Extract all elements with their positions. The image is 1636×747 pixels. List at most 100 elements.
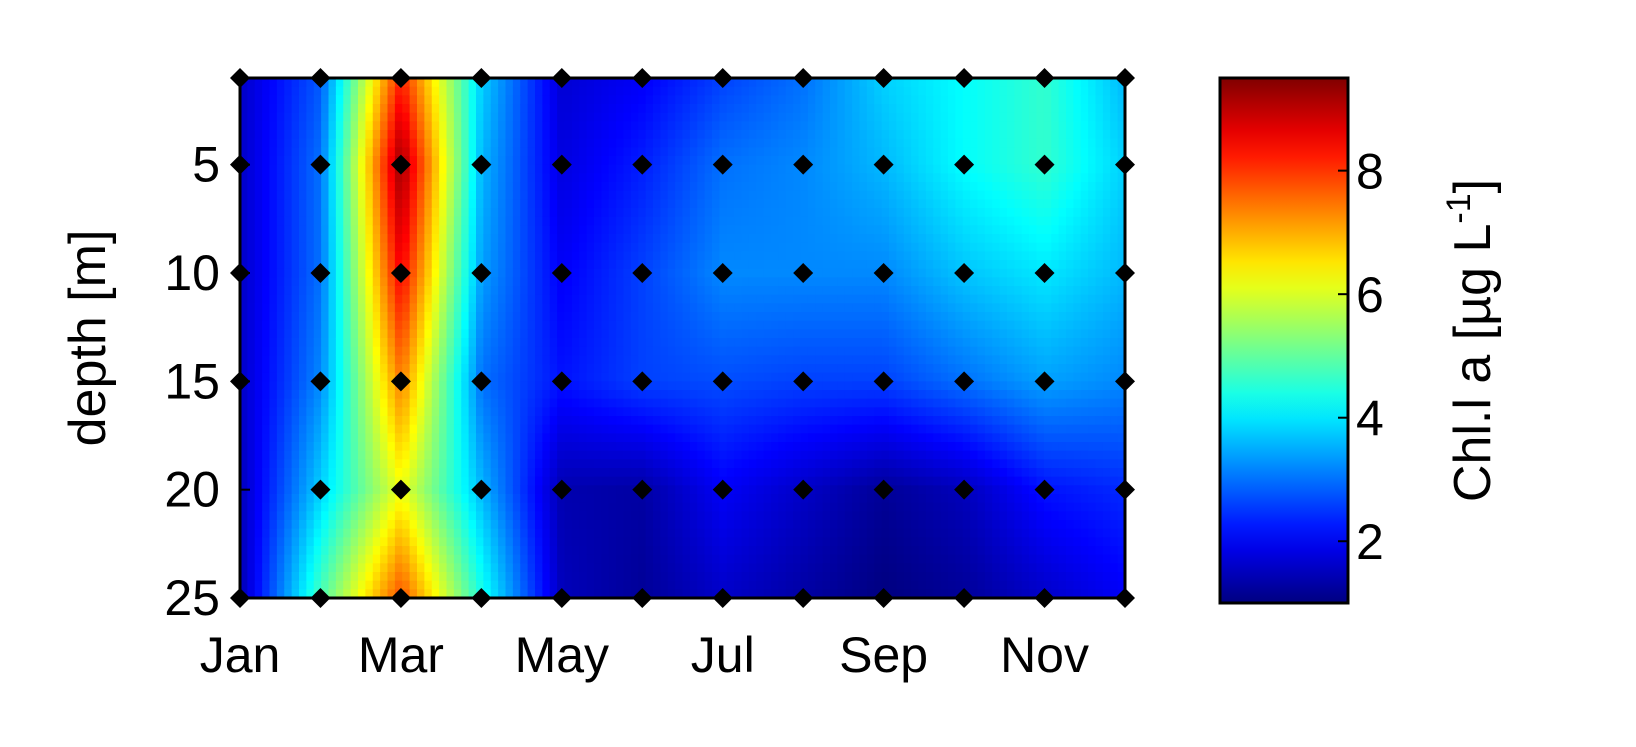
heatmap-cell	[756, 407, 764, 416]
heatmap-cell	[683, 555, 691, 564]
heatmap-cell	[447, 442, 455, 451]
heatmap-cell	[823, 529, 831, 538]
heatmap-cell	[314, 199, 322, 208]
heatmap-cell	[823, 147, 831, 156]
heatmap-cell	[565, 468, 573, 477]
heatmap-cell	[778, 529, 786, 538]
heatmap-cell	[299, 581, 307, 590]
heatmap-cell	[624, 208, 632, 217]
heatmap-cell	[388, 329, 396, 338]
heatmap-cell	[343, 381, 351, 390]
heatmap-cell	[491, 390, 499, 399]
heatmap-cell	[535, 217, 543, 226]
heatmap-cell	[742, 260, 750, 269]
heatmap-cell	[410, 87, 418, 96]
heatmap-cell	[469, 303, 477, 312]
heatmap-cell	[734, 217, 742, 226]
heatmap-cell	[734, 208, 742, 217]
heatmap-cell	[380, 243, 388, 252]
heatmap-cell	[247, 399, 255, 408]
heatmap-cell	[520, 494, 528, 503]
heatmap-cell	[380, 555, 388, 564]
heatmap-cell	[653, 390, 661, 399]
heatmap-cell	[255, 399, 263, 408]
heatmap-cell	[388, 251, 396, 260]
heatmap-cell	[343, 546, 351, 555]
heatmap-cell	[314, 286, 322, 295]
heatmap-cell	[749, 130, 757, 139]
heatmap-cell	[476, 546, 484, 555]
heatmap-cell	[587, 399, 595, 408]
heatmap-cell	[624, 338, 632, 347]
heatmap-cell	[535, 251, 543, 260]
heatmap-cell	[557, 364, 565, 373]
heatmap-cell	[594, 147, 602, 156]
heatmap-cell	[262, 416, 270, 425]
heatmap-cell	[823, 199, 831, 208]
heatmap-cell	[579, 173, 587, 182]
heatmap-cell	[284, 182, 292, 191]
heatmap-cell	[601, 399, 609, 408]
heatmap-cell	[395, 572, 403, 581]
heatmap-cell	[306, 312, 314, 321]
heatmap-cell	[380, 468, 388, 477]
heatmap-cell	[329, 581, 337, 590]
heatmap-cell	[402, 251, 410, 260]
heatmap-cell	[815, 338, 823, 347]
heatmap-cell	[417, 381, 425, 390]
heatmap-cell	[572, 347, 580, 356]
heatmap-cell	[365, 347, 373, 356]
heatmap-cell	[321, 173, 329, 182]
heatmap-cell	[255, 87, 263, 96]
heatmap-cell	[476, 537, 484, 546]
heatmap-cell	[690, 217, 698, 226]
heatmap-cell	[424, 130, 432, 139]
heatmap-cell	[675, 199, 683, 208]
heatmap-cell	[837, 381, 845, 390]
heatmap-cell	[410, 503, 418, 512]
heatmap-cell	[292, 87, 300, 96]
heatmap-cell	[675, 546, 683, 555]
heatmap-cell	[292, 182, 300, 191]
heatmap-cell	[461, 95, 469, 104]
heatmap-cell	[778, 208, 786, 217]
heatmap-cell	[587, 303, 595, 312]
heatmap-cell	[277, 173, 285, 182]
heatmap-cell	[336, 555, 344, 564]
heatmap-cell	[742, 95, 750, 104]
heatmap-cell	[668, 260, 676, 269]
heatmap-cell	[565, 173, 573, 182]
heatmap-cell	[255, 503, 263, 512]
heatmap-cell	[292, 494, 300, 503]
heatmap-cell	[270, 390, 278, 399]
heatmap-cell	[616, 494, 624, 503]
heatmap-cell	[299, 139, 307, 148]
heatmap-cell	[329, 251, 337, 260]
heatmap-cell	[756, 555, 764, 564]
heatmap-cell	[742, 147, 750, 156]
heatmap-cell	[616, 581, 624, 590]
heatmap-cell	[727, 277, 735, 286]
heatmap-cell	[542, 347, 550, 356]
heatmap-cell	[675, 555, 683, 564]
heatmap-cell	[786, 217, 794, 226]
heatmap-cell	[579, 295, 587, 304]
heatmap-cell	[705, 182, 713, 191]
heatmap-cell	[402, 173, 410, 182]
heatmap-cell	[749, 381, 757, 390]
heatmap-cell	[712, 303, 720, 312]
heatmap-cell	[321, 503, 329, 512]
heatmap-cell	[535, 485, 543, 494]
heatmap-cell	[557, 459, 565, 468]
heatmap-cell	[542, 277, 550, 286]
heatmap-cell	[660, 555, 668, 564]
heatmap-cell	[778, 390, 786, 399]
heatmap-cell	[727, 95, 735, 104]
heatmap-cell	[734, 581, 742, 590]
heatmap-cell	[483, 208, 491, 217]
heatmap-cell	[815, 156, 823, 165]
heatmap-cell	[506, 121, 514, 130]
heatmap-cell	[845, 199, 853, 208]
heatmap-cell	[756, 277, 764, 286]
heatmap-cell	[255, 113, 263, 122]
